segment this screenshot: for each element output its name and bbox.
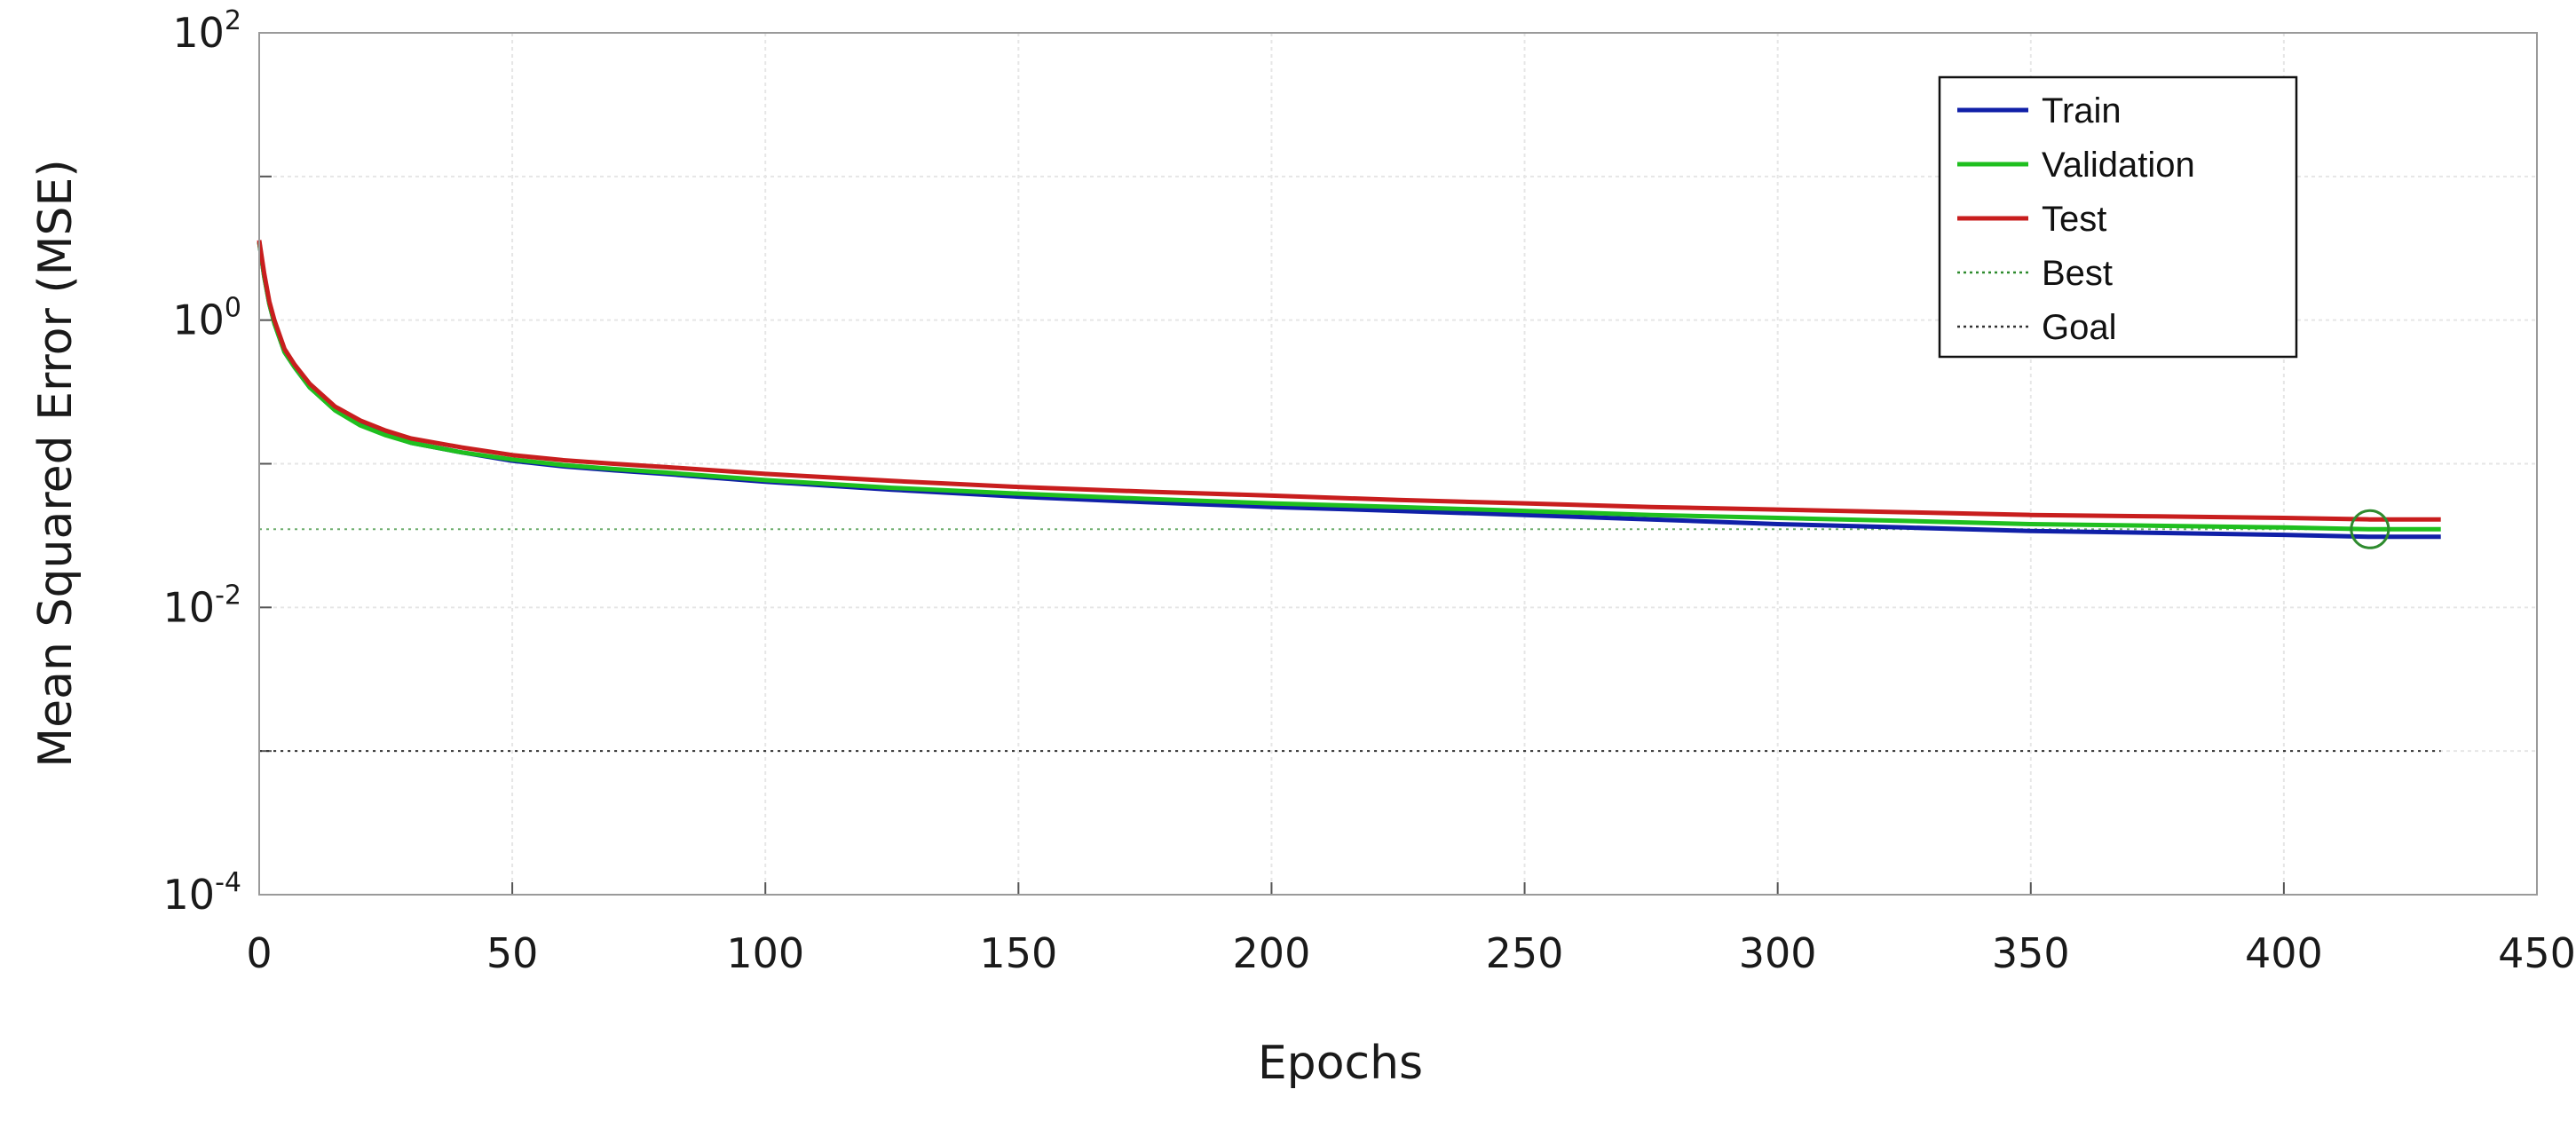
y-tick-label: 10-4 [163,867,241,919]
series-line-test [257,240,2441,522]
y-tick-label: 100 [172,293,241,344]
x-tick-label: 350 [1992,929,2070,977]
legend-label-validation: Validation [2042,146,2195,185]
y-tick-labels: 10-4 10-2 100 102 [163,5,241,919]
x-tick-label: 150 [979,929,1057,977]
x-tick-label: 50 [486,929,539,977]
y-tick-label: 10-2 [163,580,241,631]
x-tick-label: 400 [2245,929,2323,977]
x-tick-label: 100 [726,929,804,977]
goal-line-group [259,528,2441,753]
y-tick-label: 102 [172,5,241,57]
x-tick-labels: 0 50 100 150 200 250 300 350 400 450 [246,929,2576,977]
plot-frame [258,32,2538,896]
x-tick-label: 200 [1233,929,1311,977]
x-tick-label: 450 [2498,929,2576,977]
x-tick-label: 0 [246,929,272,977]
best-marker-group [2350,509,2390,549]
series-lines [257,240,2441,540]
legend: Train Validation Test Best Goal [1938,75,2298,359]
legend-label-train: Train [2042,91,2122,130]
legend-label-goal: Goal [2042,308,2117,347]
legend-label-best: Best [2042,254,2113,293]
legend-label-test: Test [2042,200,2106,239]
y-axis-title: Mean Squared Error (MSE) [29,159,83,767]
x-tick-label: 250 [1486,929,1564,977]
legend-entries: Train Validation Test Best Goal [1957,91,2195,347]
x-tick-label: 300 [1739,929,1817,977]
x-axis-title: Epochs [1258,1037,1423,1090]
best-marker [2350,509,2390,549]
